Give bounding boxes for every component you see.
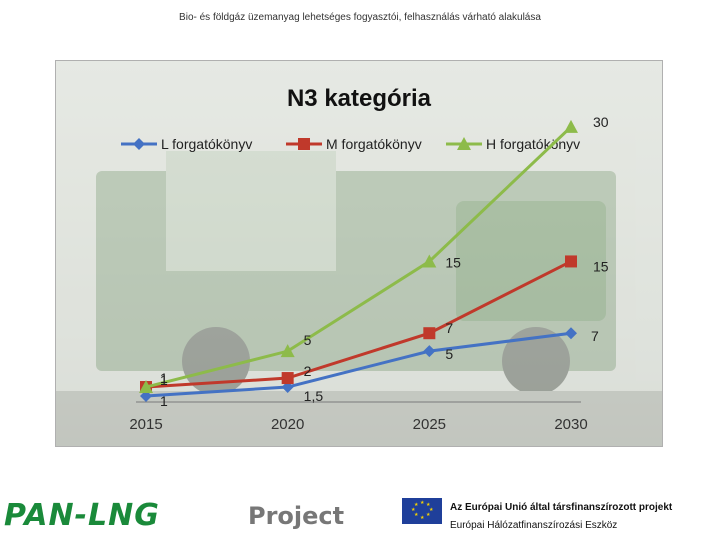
data-point	[423, 345, 436, 358]
data-label: 30	[593, 114, 609, 130]
svg-text:★: ★	[426, 502, 431, 508]
svg-text:★: ★	[414, 512, 419, 518]
project-text: Project	[248, 502, 345, 530]
data-point	[139, 380, 153, 394]
data-label: 15	[445, 254, 461, 270]
data-point	[280, 344, 295, 358]
svg-text:★: ★	[420, 500, 425, 506]
data-label: 1	[160, 372, 168, 388]
svg-text:★: ★	[429, 507, 434, 513]
legend-label: H forgatókönyv	[486, 136, 580, 152]
data-point	[422, 254, 437, 268]
legend-swatch-marker	[133, 138, 145, 150]
chart-frame: N3 kategória L forgatókönyv M forgatóköny…	[55, 60, 663, 447]
chart-title: N3 kategória	[287, 85, 432, 112]
data-label: 1	[160, 393, 168, 409]
background-photo	[56, 61, 662, 446]
data-label: 1	[160, 370, 168, 386]
line-chart: N3 kategória L forgatókönyv M forgatóköny…	[56, 61, 662, 446]
x-tick-label: 2015	[129, 416, 162, 433]
data-label: 5	[445, 346, 453, 362]
data-label: 2	[304, 363, 312, 379]
page-title: Bio- és földgáz üzemanyag lehetséges fog…	[179, 12, 541, 23]
eu-facility-text: Európai Hálózatfinanszírozási Eszköz	[450, 520, 618, 531]
data-point	[565, 327, 577, 340]
data-point	[564, 119, 578, 133]
data-point	[281, 372, 294, 385]
series-line	[145, 260, 572, 389]
data-label: 7	[591, 328, 599, 344]
series-line	[145, 331, 572, 398]
svg-text:★: ★	[426, 512, 431, 518]
series-line	[145, 125, 573, 389]
legend-label: L forgatókönyv	[161, 136, 252, 152]
data-label: 5	[304, 332, 312, 348]
data-label: 7	[445, 320, 453, 336]
svg-text:★: ★	[414, 502, 419, 508]
x-tick-label: 2025	[413, 416, 446, 433]
data-point	[565, 255, 577, 268]
data-point	[423, 327, 436, 340]
x-tick-label: 2030	[554, 416, 587, 433]
x-tick-label: 2020	[271, 416, 304, 433]
svg-text:★: ★	[411, 507, 416, 513]
data-label: 1,5	[304, 388, 324, 404]
svg-text:★: ★	[420, 515, 425, 521]
legend-label: M forgatókönyv	[326, 136, 422, 152]
eu-flag-icon: ★ ★ ★ ★ ★ ★ ★ ★	[402, 498, 442, 524]
data-label: 15	[593, 258, 609, 274]
pan-lng-logo: PAN-LNG Project	[4, 496, 344, 536]
legend-swatch-marker	[298, 138, 310, 150]
logo-text: PAN-LNG	[4, 498, 160, 533]
legend-swatch-marker	[457, 137, 471, 150]
footer: PAN-LNG Project ★ ★ ★ ★ ★ ★ ★ ★ Az Európai Un…	[0, 490, 720, 540]
eu-cofinanced-text: Az Európai Unió által társfinanszírozott…	[450, 502, 673, 513]
